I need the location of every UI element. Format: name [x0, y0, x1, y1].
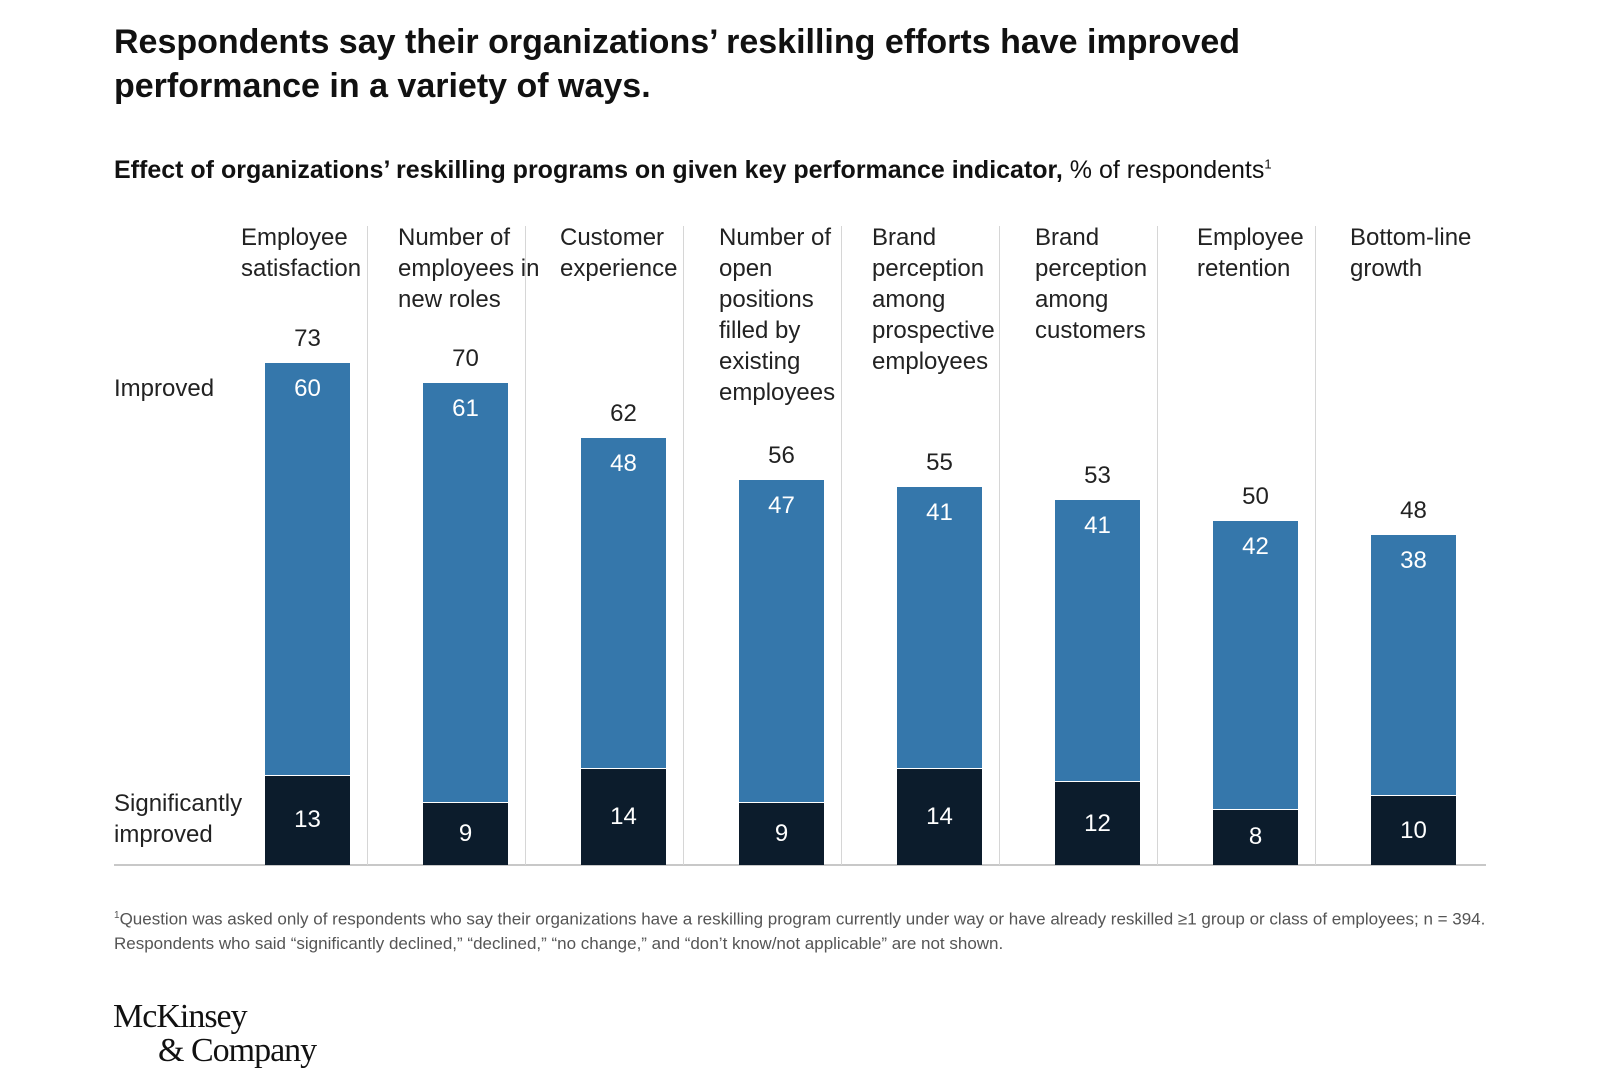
label-significantly-improved: 10: [1400, 816, 1427, 844]
label-total: 73: [294, 324, 321, 352]
column-divider: [841, 226, 842, 865]
column-divider: [367, 226, 368, 865]
baseline: [114, 864, 1486, 866]
footnote-mark: 1: [114, 910, 120, 921]
bar-improved: [1371, 534, 1456, 796]
footnote-text: Question was asked only of respondents w…: [114, 909, 1486, 953]
bar-improved: [265, 362, 350, 775]
label-total: 62: [610, 400, 637, 428]
label-improved: 60: [294, 374, 321, 402]
label-improved: 41: [926, 498, 953, 526]
label-significantly-improved: 8: [1248, 823, 1263, 851]
category-label: Number of employees in new roles: [398, 224, 540, 313]
label-significantly-improved: 12: [1084, 809, 1111, 837]
label-significantly-improved: 14: [610, 802, 637, 830]
category-label: Brand perception among prospective emplo…: [872, 224, 995, 375]
category-label: Number of open positions filled by exist…: [719, 224, 836, 406]
label-improved: 48: [610, 450, 637, 478]
category-label: Bottom-line growth: [1350, 224, 1472, 282]
subtitle-unit: % of respondents: [1062, 156, 1265, 184]
label-improved: 41: [1084, 512, 1111, 540]
label-total: 56: [768, 441, 795, 469]
bar-improved: [1055, 500, 1140, 782]
mckinsey-logo: McKinsey & Company: [113, 998, 317, 1069]
page-title: Respondents say their organizations’ res…: [114, 23, 1241, 105]
bar-improved: [581, 438, 666, 768]
chart-subtitle: Effect of organizations’ reskilling prog…: [114, 156, 1272, 185]
label-improved: 61: [452, 395, 479, 423]
subtitle-footnote-mark: 1: [1264, 156, 1272, 172]
bar-improved: [1213, 521, 1298, 809]
bar-improved: [897, 486, 982, 768]
bar-improved: [739, 479, 824, 803]
bar-significantly-improved: [1213, 809, 1298, 865]
category-label: Employee retention: [1197, 224, 1304, 282]
bar-improved: [423, 383, 508, 803]
bar-significantly-improved: [581, 768, 666, 865]
category-label: Employee satisfaction: [241, 224, 362, 282]
label-improved: 47: [768, 491, 795, 519]
bar-significantly-improved: [1055, 782, 1140, 865]
label-significantly-improved: 14: [926, 802, 953, 830]
category-label: Brand perception among customers: [1035, 224, 1148, 344]
column-divider: [999, 226, 1000, 865]
label-total: 55: [926, 448, 953, 476]
column-divider: [1157, 226, 1158, 865]
label-significantly-improved: 9: [774, 820, 789, 848]
footnote: 1Question was asked only of respondents …: [114, 904, 1494, 956]
subtitle-bold: Effect of organizations’ reskilling prog…: [114, 156, 1063, 184]
column-divider: [1315, 226, 1316, 865]
bar-significantly-improved: [1371, 796, 1456, 865]
label-total: 48: [1400, 496, 1427, 524]
label-total: 50: [1242, 483, 1269, 510]
column-divider: [683, 226, 684, 865]
bar-significantly-improved: [265, 775, 350, 865]
label-improved: 42: [1242, 533, 1269, 560]
column-divider: [525, 226, 526, 865]
label-significantly-improved: 9: [458, 820, 473, 848]
label-total: 53: [1084, 462, 1111, 490]
bar-significantly-improved: [739, 803, 824, 865]
row-label-significantly-improved: Significantly improved: [114, 790, 243, 848]
category-label: Customer experience: [560, 224, 678, 282]
label-significantly-improved: 13: [294, 806, 321, 834]
label-improved: 38: [1400, 546, 1427, 574]
label-total: 70: [452, 345, 479, 373]
row-label-improved: Improved: [114, 375, 215, 402]
bar-significantly-improved: [423, 803, 508, 865]
bar-significantly-improved: [897, 768, 982, 865]
